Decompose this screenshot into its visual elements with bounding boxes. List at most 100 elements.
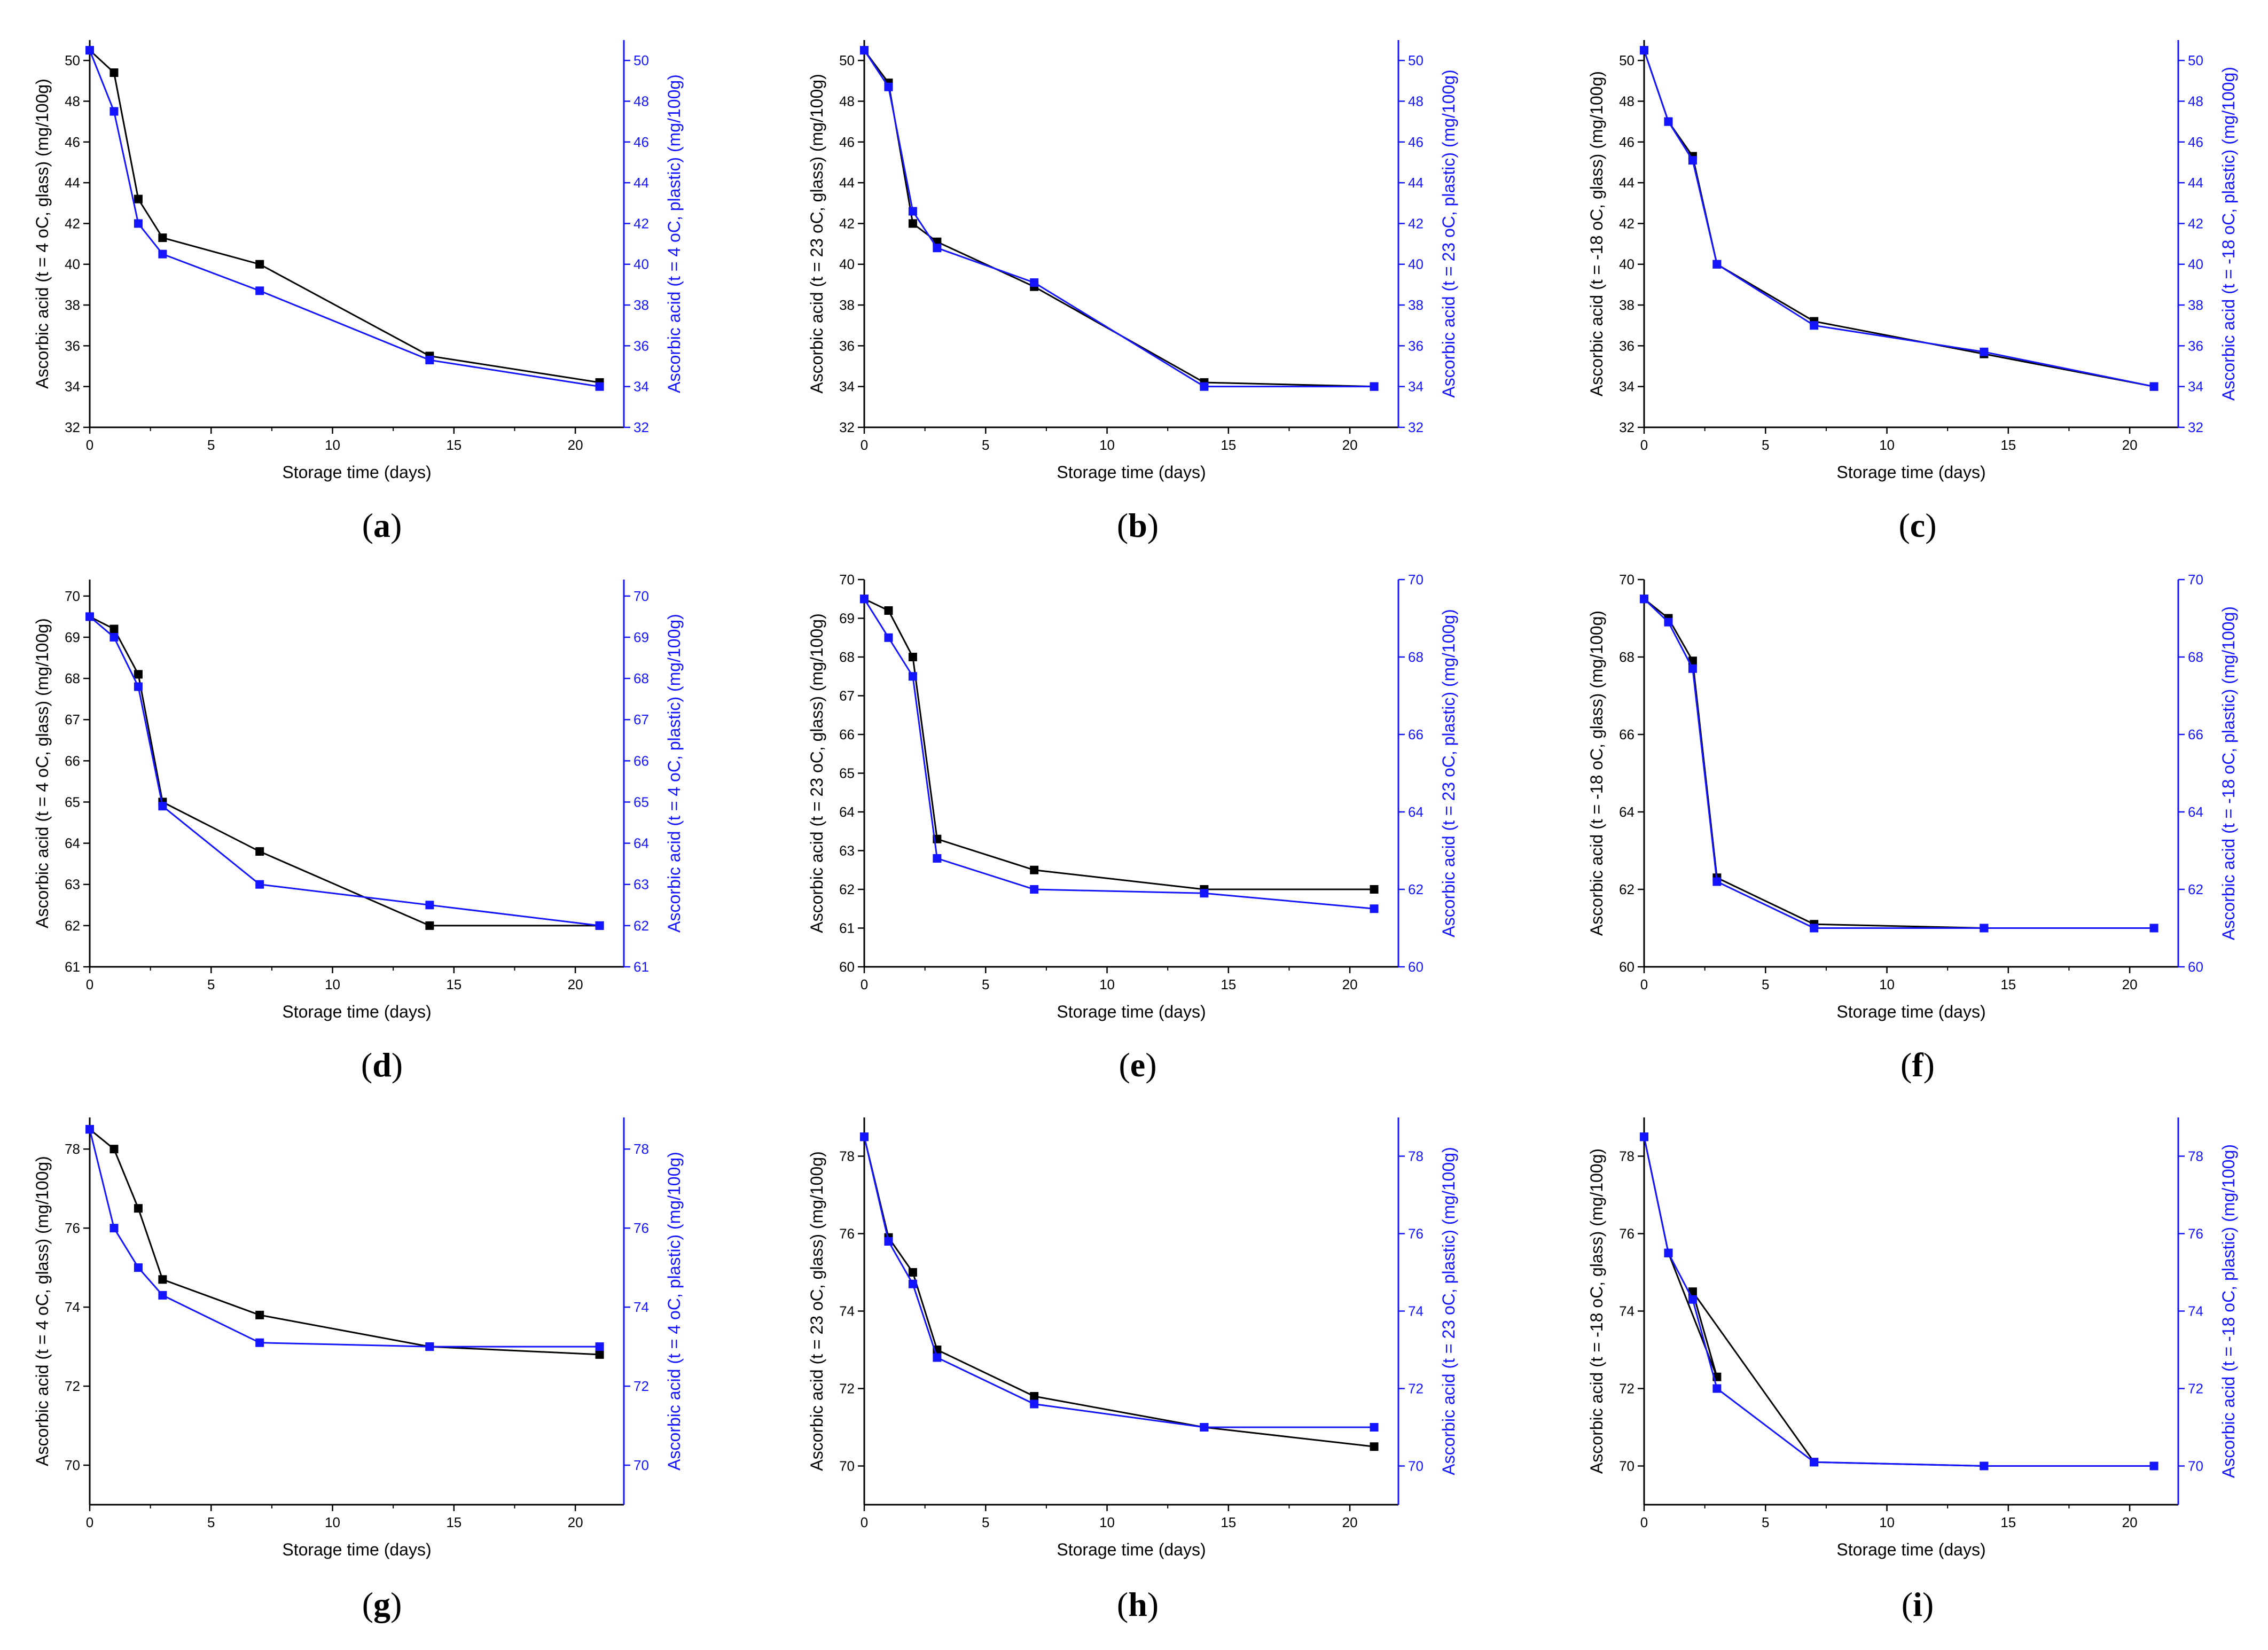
y-tick-label: 50 [839, 52, 855, 68]
y2-tick-label: 38 [1408, 297, 1424, 313]
panel-label: (i) [1902, 1585, 1934, 1623]
y-tick-label: 70 [1619, 1458, 1634, 1474]
data-point-glass [158, 1275, 167, 1284]
x-tick-label: 15 [2000, 976, 2016, 992]
y-tick-label: 70 [65, 588, 80, 604]
y-tick-label: 42 [65, 215, 80, 231]
x-tick-label: 20 [568, 976, 583, 992]
data-point-glass [908, 653, 917, 661]
y2-tick-label: 78 [1408, 1148, 1424, 1164]
data-point-glass [134, 670, 143, 679]
data-point-plastic [860, 46, 869, 55]
data-point-plastic [595, 1342, 604, 1351]
y2-tick-label: 74 [2188, 1303, 2203, 1319]
x-tick-label: 0 [1640, 1514, 1648, 1530]
y2-tick-label: 32 [1408, 419, 1424, 435]
data-point-plastic [1370, 904, 1379, 913]
panel-label: (a) [362, 506, 402, 544]
data-point-plastic [1688, 156, 1697, 165]
y-tick-label: 60 [839, 959, 855, 975]
y2-tick-label: 42 [1408, 215, 1424, 231]
y2-tick-label: 64 [634, 835, 649, 851]
y-tick-label: 38 [1619, 297, 1634, 313]
data-point-plastic [425, 901, 434, 910]
y2-tick-label: 42 [634, 215, 649, 231]
data-point-plastic [884, 1237, 893, 1246]
y2-tick-label: 44 [634, 175, 649, 191]
y-tick-label: 67 [839, 688, 855, 704]
y-tick-label: 62 [1619, 881, 1634, 897]
y2-tick-label: 76 [1408, 1226, 1424, 1242]
y-tick-label: 32 [1619, 419, 1634, 435]
y-tick-label: 40 [1619, 256, 1634, 272]
y2-tick-label: 78 [2188, 1148, 2203, 1164]
y2-tick-label: 67 [634, 711, 649, 728]
data-point-plastic [860, 1132, 869, 1141]
data-point-plastic [110, 1224, 119, 1233]
x-axis-title: Storage time (days) [1057, 463, 1206, 482]
y2-axis-title: Ascorbic acid (t = 23 oC, plastic) (mg/1… [1439, 609, 1458, 937]
chart-panel-f: 0 5 10 15 20 60 62 64 66 68 70 60 62 64 66 68 70 Storage … [1587, 572, 2238, 1084]
y-axis-title: Ascorbic acid (t = -18 oC, glass) (mg/10… [1587, 611, 1606, 936]
y-tick-label: 68 [839, 649, 855, 665]
y2-axis-title: Ascorbic acid (t = -18 oC, plastic) (mg/… [2219, 1144, 2238, 1478]
y2-tick-label: 64 [1408, 804, 1424, 820]
y-tick-label: 40 [839, 256, 855, 272]
data-point-plastic [908, 1279, 917, 1288]
data-point-plastic [595, 921, 604, 930]
data-point-plastic [1810, 1458, 1819, 1467]
x-tick-label: 15 [446, 976, 462, 992]
x-tick-label: 10 [1099, 976, 1115, 992]
y2-tick-label: 36 [634, 338, 649, 354]
data-point-plastic [1640, 46, 1648, 55]
x-tick-label: 20 [1342, 1514, 1358, 1530]
y2-tick-label: 78 [634, 1141, 649, 1157]
chart-panel-e: 0 5 10 15 20 60 61 62 63 64 65 66 67 68 69 70 60 62 64 66 68… [807, 572, 1458, 1084]
x-tick-label: 15 [1221, 976, 1236, 992]
data-point-plastic [1688, 664, 1697, 673]
y2-tick-label: 72 [2188, 1381, 2203, 1397]
y2-tick-label: 70 [1408, 572, 1424, 588]
data-point-plastic [425, 356, 434, 365]
y-tick-label: 78 [839, 1148, 855, 1164]
y-axis-title: Ascorbic acid (t = 23 oC, glass) (mg/100… [807, 613, 826, 933]
y2-tick-label: 34 [2188, 379, 2203, 395]
y-tick-label: 44 [1619, 175, 1634, 191]
x-axis-title: Storage time (days) [1836, 463, 1985, 482]
data-point-plastic [2149, 382, 2158, 391]
y-tick-label: 74 [65, 1299, 80, 1315]
y-tick-label: 48 [839, 93, 855, 109]
data-point-plastic [1370, 1423, 1379, 1432]
data-point-plastic [255, 286, 264, 295]
x-tick-label: 0 [1640, 976, 1648, 992]
y-tick-label: 65 [65, 794, 80, 810]
y2-tick-label: 46 [634, 134, 649, 150]
y2-axis-title: Ascorbic acid (t = 4 oC, plastic) (mg/10… [664, 74, 684, 393]
y2-axis-title: Ascorbic acid (t = -18 oC, plastic) (mg/… [2219, 67, 2238, 401]
data-point-plastic [884, 633, 893, 642]
y2-axis-title: Ascorbic acid (t = 4 oC, plastic) (mg/10… [664, 1152, 684, 1471]
x-axis-title: Storage time (days) [282, 1540, 431, 1559]
y-tick-label: 62 [839, 881, 855, 897]
data-point-glass [595, 1350, 604, 1359]
series-line-plastic [89, 616, 600, 927]
y-tick-label: 42 [1619, 215, 1634, 231]
series-line-glass [1643, 1136, 2154, 1467]
y-tick-label: 74 [1619, 1303, 1634, 1319]
x-tick-label: 10 [325, 1514, 340, 1530]
y-tick-label: 72 [1619, 1381, 1634, 1397]
x-tick-label: 0 [1640, 437, 1648, 453]
panel-label: (c) [1898, 506, 1936, 544]
data-point-plastic [2149, 1461, 2158, 1471]
data-point-glass [1370, 885, 1379, 894]
series-line-glass [89, 49, 600, 384]
y-tick-label: 32 [65, 419, 80, 435]
y2-tick-label: 61 [634, 959, 649, 975]
x-tick-label: 15 [2000, 1514, 2016, 1530]
y-tick-label: 48 [65, 93, 80, 109]
series-line-plastic [1643, 1136, 2154, 1467]
y2-axis-title: Ascorbic acid (t = 23 oC, plastic) (mg/1… [1439, 1147, 1458, 1475]
y-axis-title: Ascorbic acid (t = 4 oC, glass) (mg/100g… [33, 618, 52, 928]
x-tick-label: 15 [1221, 437, 1236, 453]
data-point-plastic [908, 207, 917, 216]
